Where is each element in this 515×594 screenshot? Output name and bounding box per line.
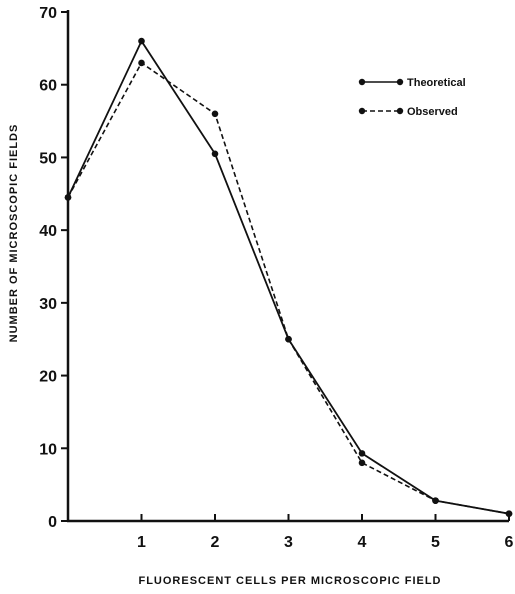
x-tick-label: 5 (431, 534, 440, 551)
data-point-observed (432, 497, 439, 504)
y-tick-label: 50 (39, 150, 57, 167)
y-tick-label: 10 (39, 441, 57, 458)
x-tick-label: 4 (358, 534, 367, 551)
y-tick-label: 0 (48, 514, 57, 531)
data-point-observed (211, 110, 219, 118)
legend-label-theoretical: Theoretical (407, 77, 466, 89)
y-tick-label: 40 (39, 223, 57, 240)
data-point-observed (138, 59, 145, 67)
y-tick-label: 70 (39, 5, 57, 22)
legend-marker (396, 107, 404, 115)
data-point-theoretical (138, 37, 145, 45)
x-tick-label: 3 (284, 534, 293, 551)
data-point-observed (505, 510, 513, 518)
x-tick-label: 2 (211, 534, 220, 551)
x-tick-label: 6 (505, 534, 514, 551)
data-point-observed (358, 459, 366, 467)
series-line-observed (67, 61, 510, 515)
legend-marker (358, 107, 366, 115)
legend-marker (396, 78, 404, 86)
legend-label-observed: Observed (407, 106, 458, 118)
x-axis-title: FLUORESCENT CELLS PER MICROSCOPIC FIELD (138, 575, 441, 587)
y-axis-title: NUMBER OF MICROSCOPIC FIELDS (8, 124, 20, 343)
data-point-observed (285, 335, 292, 343)
data-point-theoretical (358, 450, 366, 457)
y-tick-label: 60 (39, 78, 57, 95)
y-tick-label: 20 (39, 369, 57, 386)
data-point-observed (64, 194, 72, 201)
legend-marker (358, 78, 366, 86)
y-tick-label: 30 (39, 296, 57, 313)
x-tick-label: 1 (137, 534, 146, 551)
data-point-theoretical (211, 150, 219, 158)
